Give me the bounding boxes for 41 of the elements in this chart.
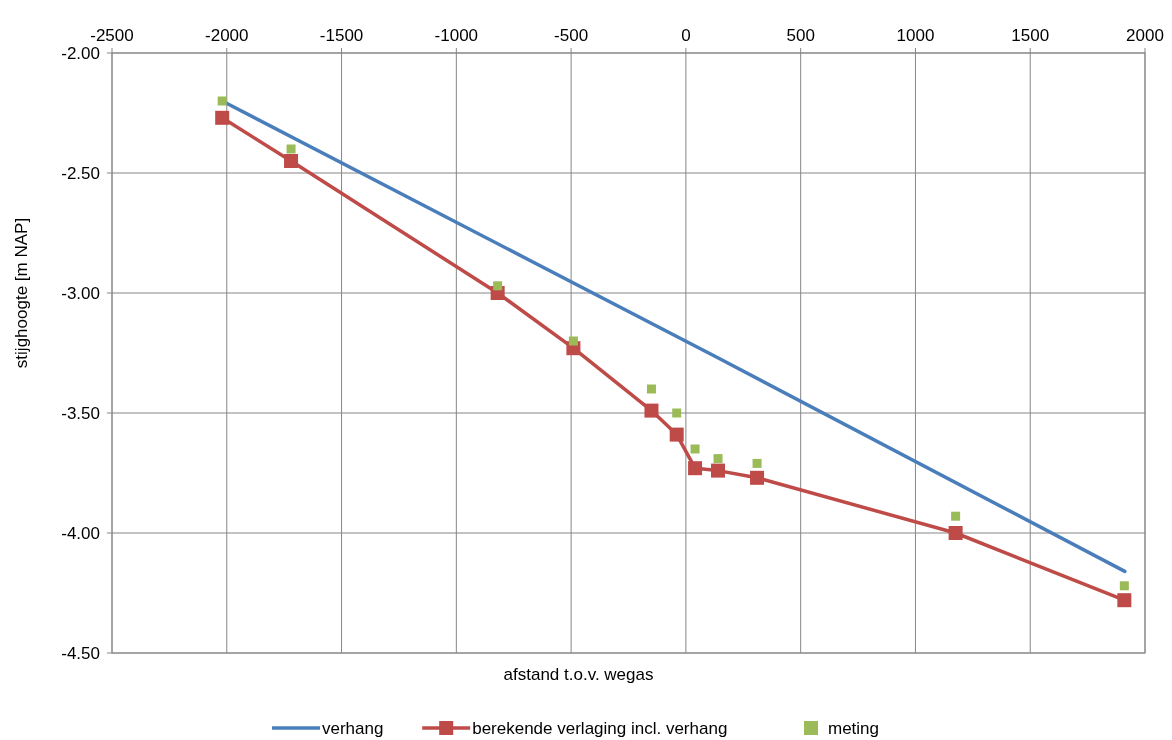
- point: [688, 461, 703, 476]
- x-tick-label: 1500: [1011, 26, 1050, 45]
- point: [493, 281, 503, 291]
- point: [948, 526, 963, 540]
- point: [286, 144, 296, 154]
- x-tick-label: 500: [786, 26, 815, 45]
- y-tick-label: -2.50: [61, 164, 100, 183]
- x-tick-label: -2000: [205, 26, 249, 45]
- x-tick-label: -500: [554, 26, 589, 45]
- legend-label: meting: [828, 719, 880, 738]
- point: [284, 154, 299, 168]
- point: [669, 427, 684, 442]
- y-tick-label: -4.50: [61, 644, 100, 663]
- point: [215, 110, 230, 125]
- point: [217, 96, 227, 106]
- point: [750, 470, 765, 485]
- x-tick-label: 2000: [1126, 26, 1164, 45]
- point: [568, 336, 578, 346]
- point: [713, 454, 723, 464]
- point: [672, 408, 682, 418]
- x-tick-label: 1000: [896, 26, 935, 45]
- point: [951, 511, 961, 521]
- point: [1119, 581, 1129, 591]
- point: [690, 444, 700, 454]
- point: [1117, 593, 1132, 608]
- y-tick-label: -2.00: [61, 44, 100, 63]
- legend-label: verhang: [322, 719, 384, 738]
- y-axis-title: stijghoogte [m NAP]: [12, 217, 31, 369]
- point: [644, 403, 659, 418]
- x-tick-label: -2500: [90, 26, 134, 45]
- legend-label: berekende verlaging incl. verhang: [472, 719, 728, 738]
- x-tick-label: -1000: [434, 26, 479, 45]
- y-tick-label: -4.00: [61, 524, 100, 543]
- x-axis-title: afstand t.o.v. wegas: [503, 665, 654, 684]
- point: [711, 463, 726, 478]
- point: [646, 384, 656, 394]
- y-tick-label: -3.50: [61, 404, 100, 423]
- y-tick-label: -3.00: [61, 284, 100, 303]
- x-tick-label: 0: [681, 26, 691, 45]
- x-tick-label: -1500: [319, 26, 364, 45]
- point: [752, 458, 762, 468]
